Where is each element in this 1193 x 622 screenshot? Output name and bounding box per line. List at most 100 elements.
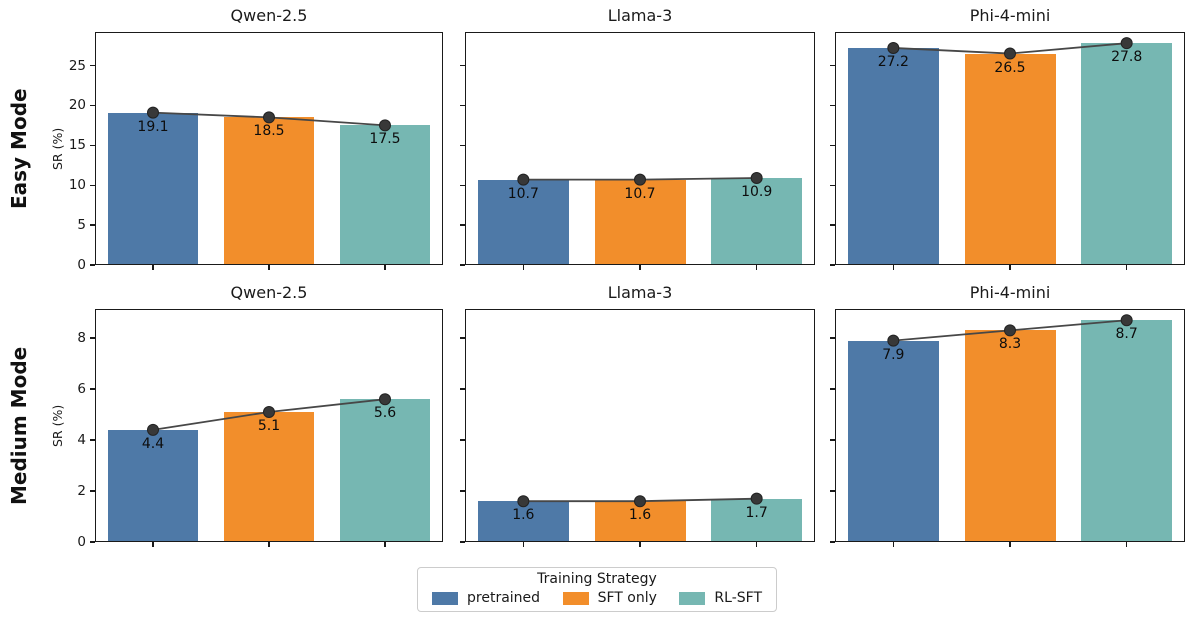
y-tick-label: 5 bbox=[77, 217, 86, 234]
legend-swatch bbox=[562, 592, 589, 605]
y-tick-mark bbox=[90, 439, 95, 441]
legend-entry-pretrained: pretrained bbox=[432, 590, 540, 607]
y-tick-mark bbox=[90, 104, 95, 107]
subplot-title: Qwen-2.5 bbox=[230, 6, 308, 25]
bar-value-label: 5.1 bbox=[257, 417, 281, 434]
bar-value-label: 1.7 bbox=[745, 504, 768, 521]
x-tick-mark bbox=[755, 265, 758, 270]
x-tick-mark bbox=[1125, 542, 1128, 547]
subplot-title: Qwen-2.5 bbox=[230, 283, 308, 302]
x-tick-mark bbox=[1125, 265, 1128, 270]
y-tick-label: 8 bbox=[77, 330, 86, 347]
bar-rl-sft bbox=[339, 125, 431, 265]
y-tick-label: 4 bbox=[77, 432, 86, 449]
y-tick-label: 0 bbox=[77, 257, 86, 273]
x-tick-mark bbox=[892, 542, 895, 547]
y-tick-mark bbox=[460, 104, 465, 107]
x-tick-mark bbox=[522, 542, 525, 547]
bar-rl-sft bbox=[339, 399, 431, 542]
x-tick-mark bbox=[384, 542, 386, 547]
x-tick-mark bbox=[639, 542, 641, 547]
subplot-title: Phi-4-mini bbox=[969, 6, 1051, 25]
data-point-marker bbox=[263, 405, 275, 418]
bar-pretrained bbox=[477, 501, 569, 542]
y-tick-mark bbox=[830, 490, 835, 492]
legend-title: Training Strategy bbox=[537, 571, 657, 587]
y-tick-mark bbox=[460, 337, 465, 339]
bar-rl-sft bbox=[711, 178, 803, 265]
y-tick-mark bbox=[460, 64, 465, 67]
x-tick-mark bbox=[892, 265, 895, 270]
legend-entry-rl-sft: RL-SFT bbox=[679, 590, 762, 607]
row-label-medium-mode: Medium Mode bbox=[7, 346, 31, 505]
bar-pretrained bbox=[107, 112, 199, 265]
bar-sft-only bbox=[223, 117, 315, 265]
bar-rl-sft bbox=[711, 498, 803, 542]
trend-line-overlay bbox=[147, 393, 391, 436]
y-tick-mark bbox=[90, 64, 95, 67]
data-point-marker bbox=[517, 173, 530, 186]
bar-value-label: 27.8 bbox=[1111, 49, 1143, 66]
y-tick-mark bbox=[830, 184, 835, 186]
bar-rl-sft bbox=[1081, 320, 1173, 542]
data-point-marker bbox=[263, 111, 275, 124]
x-tick-mark bbox=[1009, 542, 1011, 547]
x-tick-mark bbox=[152, 542, 154, 547]
legend-label: RL-SFT bbox=[714, 590, 762, 606]
x-tick-mark bbox=[268, 265, 270, 270]
y-tick-label: 10 bbox=[68, 177, 86, 194]
bar-value-label: 19.1 bbox=[137, 118, 169, 135]
data-point-marker bbox=[1120, 37, 1133, 50]
bar-pretrained bbox=[847, 340, 939, 542]
y-tick-mark bbox=[90, 184, 95, 186]
x-tick-mark bbox=[522, 265, 525, 270]
data-point-marker bbox=[887, 334, 900, 347]
y-tick-mark bbox=[460, 264, 465, 266]
x-tick-mark bbox=[384, 265, 386, 270]
y-tick-mark bbox=[830, 439, 835, 441]
x-tick-mark bbox=[639, 265, 641, 270]
y-tick-mark bbox=[90, 541, 95, 543]
subplot-title: Llama-3 bbox=[607, 283, 673, 302]
data-point-marker bbox=[634, 173, 646, 186]
data-point-marker bbox=[1004, 47, 1016, 60]
row-label-easy-mode: Easy Mode bbox=[7, 88, 31, 209]
y-tick-mark bbox=[830, 337, 835, 339]
data-point-marker bbox=[379, 119, 391, 132]
data-point-marker bbox=[1004, 324, 1016, 337]
bar-value-label: 10.7 bbox=[507, 185, 539, 202]
bar-rl-sft bbox=[1081, 43, 1173, 265]
x-tick-mark bbox=[152, 265, 154, 270]
bar-sft-only bbox=[964, 330, 1056, 542]
bar-sft-only bbox=[594, 179, 686, 265]
subplot-title: Llama-3 bbox=[607, 6, 673, 25]
data-point-marker bbox=[1120, 314, 1133, 327]
bar-pretrained bbox=[477, 179, 569, 265]
trend-line-overlay bbox=[517, 492, 763, 508]
data-point-marker bbox=[147, 106, 159, 119]
bar-pretrained bbox=[847, 47, 939, 265]
bar-value-label: 27.2 bbox=[877, 53, 909, 70]
y-tick-mark bbox=[460, 224, 465, 226]
bar-value-label: 8.3 bbox=[998, 336, 1022, 353]
bar-value-label: 1.6 bbox=[512, 507, 535, 524]
bar-value-label: 8.7 bbox=[1115, 326, 1138, 343]
legend: Training Strategy pretrained SFT only RL-S… bbox=[417, 567, 777, 612]
data-point-marker bbox=[750, 492, 763, 505]
bar-sft-only bbox=[594, 501, 686, 542]
data-point-marker bbox=[750, 172, 763, 185]
y-tick-label: 25 bbox=[68, 57, 86, 74]
y-tick-mark bbox=[830, 144, 835, 146]
bar-value-label: 10.9 bbox=[741, 184, 773, 201]
x-tick-mark bbox=[755, 542, 758, 547]
bar-pretrained bbox=[107, 429, 199, 542]
y-tick-mark bbox=[460, 144, 465, 146]
y-tick-mark bbox=[830, 264, 835, 266]
bar-value-label: 4.4 bbox=[141, 435, 165, 452]
y-tick-mark bbox=[830, 64, 835, 67]
legend-label: SFT only bbox=[597, 590, 657, 606]
bar-value-label: 10.7 bbox=[624, 185, 656, 202]
y-tick-label: 0 bbox=[77, 534, 86, 550]
y-tick-mark bbox=[830, 224, 835, 226]
